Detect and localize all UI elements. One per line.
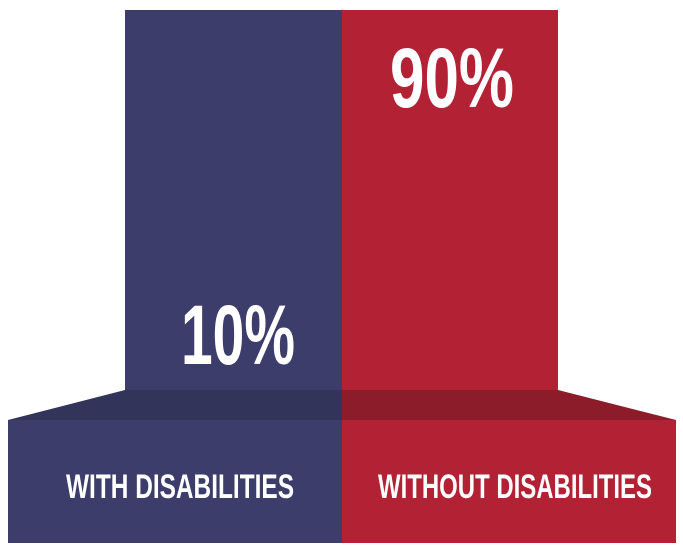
percent-without: 90% xyxy=(390,31,514,125)
left-base-slope xyxy=(8,390,342,420)
percent-with: 10% xyxy=(181,288,295,382)
right-column xyxy=(342,10,558,390)
right-base xyxy=(342,420,676,543)
label-with: WITH DISABILITIES xyxy=(66,468,294,506)
left-base xyxy=(8,420,342,543)
label-without: WITHOUT DISABILITIES xyxy=(378,468,652,506)
right-base-slope xyxy=(342,390,676,420)
left-column xyxy=(125,10,342,390)
